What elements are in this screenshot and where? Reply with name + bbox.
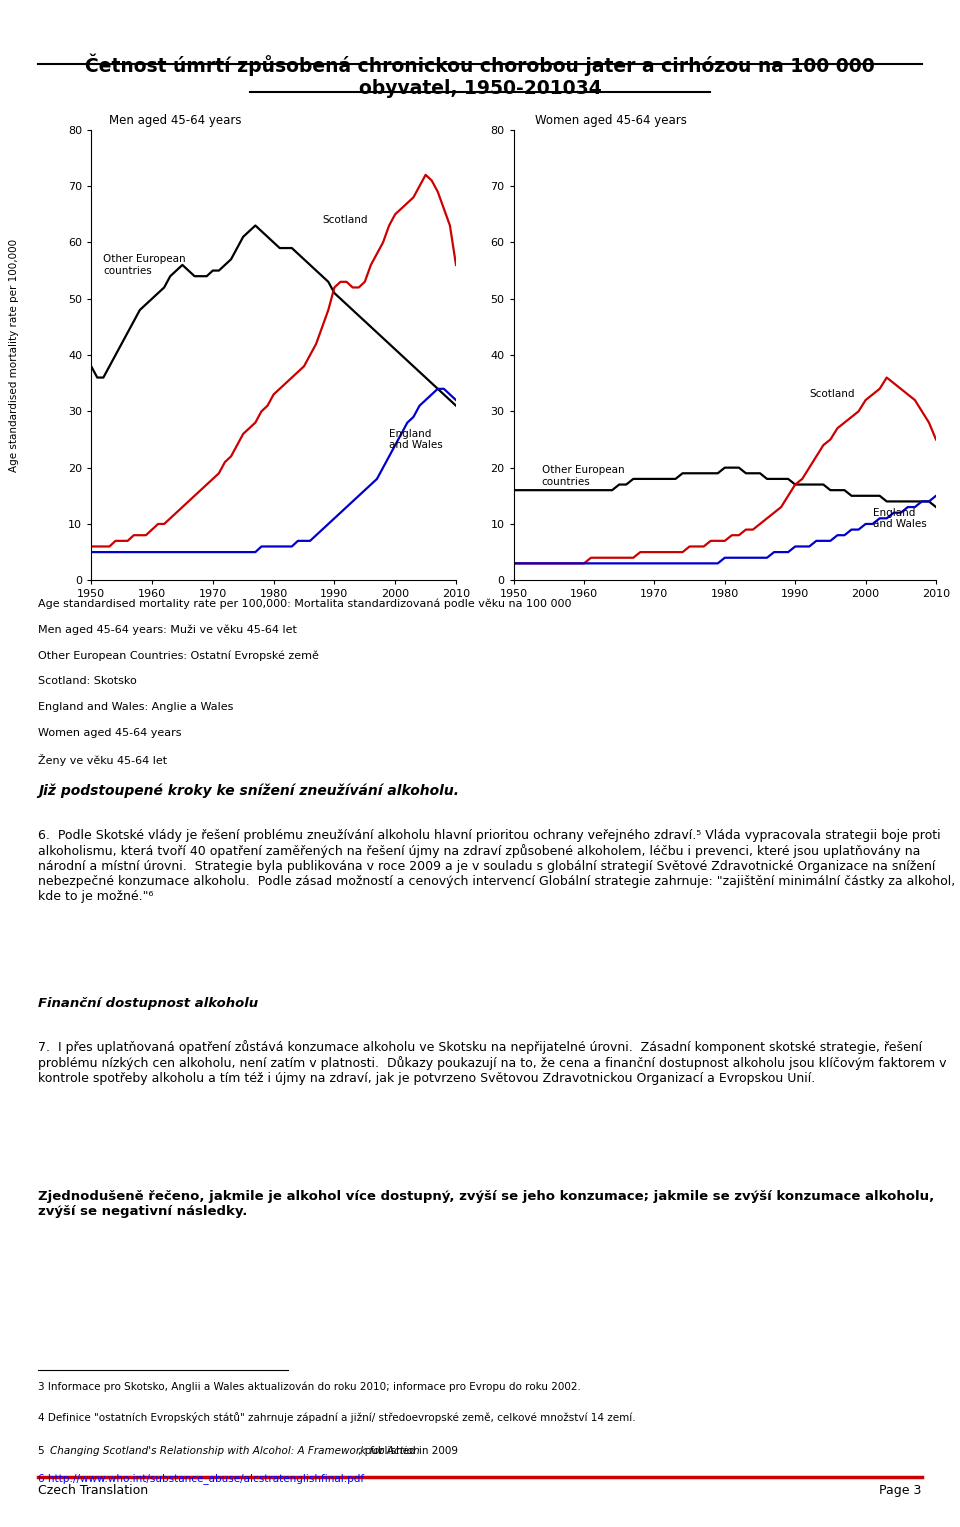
Text: Finanční dostupnost alkoholu: Finanční dostupnost alkoholu [38,997,258,1011]
Text: Age standardised mortality rate per 100,000: Age standardised mortality rate per 100,… [10,238,19,472]
Text: Other European
countries: Other European countries [541,466,624,487]
Text: 6 http://www.who.int/substance_abuse/alcstratenglishfinal.pdf: 6 http://www.who.int/substance_abuse/alc… [38,1474,365,1484]
Text: obyvatel, 1950-201034: obyvatel, 1950-201034 [359,79,601,98]
Text: , published in 2009: , published in 2009 [358,1446,458,1457]
Text: Women aged 45-64 years: Women aged 45-64 years [38,728,181,739]
Text: Zjednodušeně řečeno, jakmile je alkohol více dostupný, zvýší se jeho konzumace; : Zjednodušeně řečeno, jakmile je alkohol … [38,1190,935,1217]
Text: Changing Scotland's Relationship with Alcohol: A Framework for Action: Changing Scotland's Relationship with Al… [50,1446,420,1457]
Text: Other European Countries: Ostatní Evropské země: Other European Countries: Ostatní Evrops… [38,651,320,661]
Text: Scotland: Scotland [323,215,368,224]
Text: 3 Informace pro Skotsko, Anglii a Wales aktualizován do roku 2010; informace pro: 3 Informace pro Skotsko, Anglii a Wales … [38,1382,581,1393]
Text: 5: 5 [38,1446,48,1457]
Text: Men aged 45-64 years: Men aged 45-64 years [109,115,242,127]
Text: Other European
countries: Other European countries [104,253,186,276]
Text: 4 Definice "ostatních Evropských států" zahrnuje západní a jižní/ středoevropské: 4 Definice "ostatních Evropských států" … [38,1412,636,1423]
Text: 7.  I přes uplatňovaná opatření zůstává konzumace alkoholu ve Skotsku na nepřija: 7. I přes uplatňovaná opatření zůstává k… [38,1040,947,1086]
Text: Četnost úmrtí způsobená chronickou chorobou jater a cirhózou na 100 000: Četnost úmrtí způsobená chronickou choro… [85,53,875,76]
Text: Men aged 45-64 years: Muži ve věku 45-64 let: Men aged 45-64 years: Muži ve věku 45-64… [38,625,298,635]
Text: 6.  Podle Skotské vlády je řešení problému zneužívání alkoholu hlavní prioritou : 6. Podle Skotské vlády je řešení problém… [38,829,955,904]
Text: Ženy ve věku 45-64 let: Ženy ve věku 45-64 let [38,754,168,767]
Text: England and Wales: Anglie a Wales: England and Wales: Anglie a Wales [38,702,234,713]
Text: England
and Wales: England and Wales [873,507,926,530]
Text: Page 3: Page 3 [879,1484,922,1498]
Text: Czech Translation: Czech Translation [38,1484,149,1498]
Text: England
and Wales: England and Wales [389,429,443,450]
Text: Již podstoupené kroky ke snížení zneužívání alkoholu.: Již podstoupené kroky ke snížení zneužív… [38,783,460,797]
Text: Scotland: Skotsko: Scotland: Skotsko [38,676,137,687]
Text: Age standardised mortality rate per 100,000: Mortalita standardizovaná podle věk: Age standardised mortality rate per 100,… [38,599,572,609]
Text: Women aged 45-64 years: Women aged 45-64 years [535,115,686,127]
Text: Scotland: Scotland [809,389,854,400]
